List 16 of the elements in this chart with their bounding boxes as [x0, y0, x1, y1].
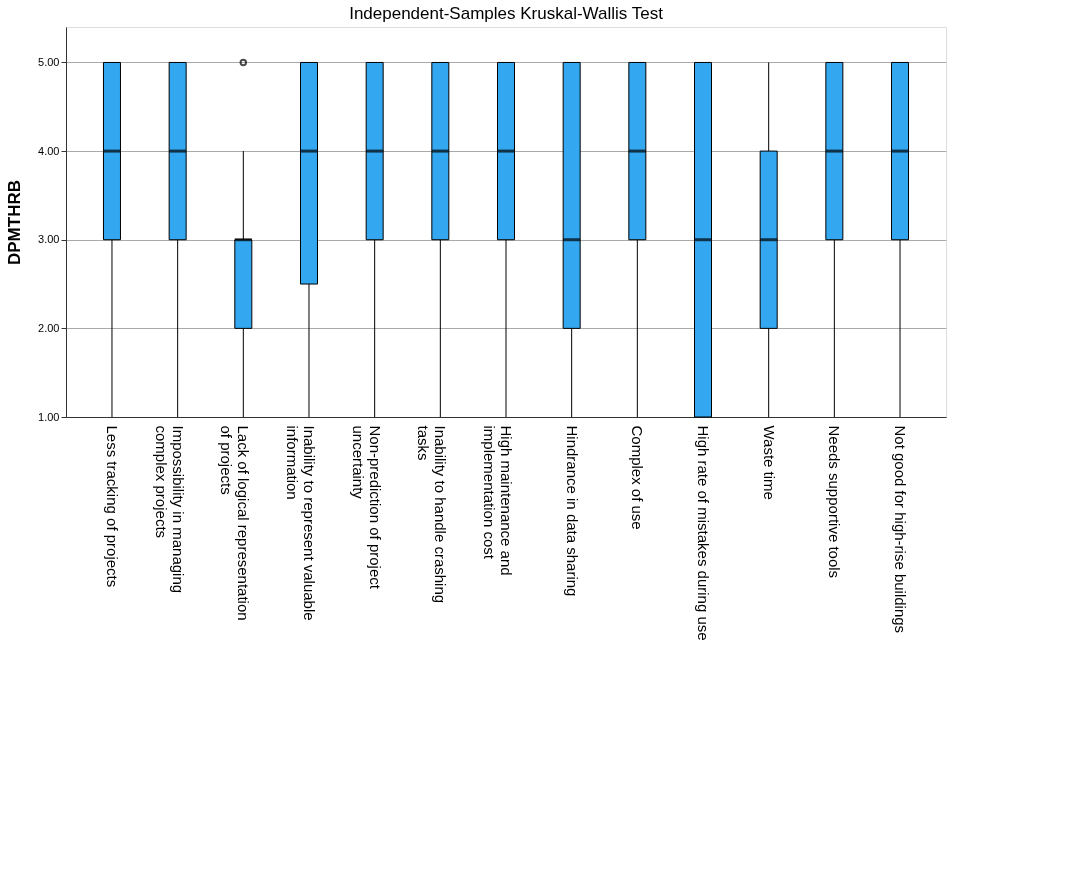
y-axis-title: DPMTHRB [5, 180, 25, 265]
y-tick-label: 4.00 [38, 144, 60, 157]
x-tick-label: Complex of use [629, 425, 647, 530]
chart-title: Independent-Samples Kruskal-Wallis Test [349, 4, 664, 23]
y-tick-label: 5.00 [38, 55, 60, 68]
x-tick-label: High rate of mistakes during use [695, 425, 713, 641]
x-tick-label: Waste time [760, 425, 778, 500]
x-tick-label: Less tracking of projects [103, 425, 121, 588]
y-tick-label: 2.00 [38, 321, 60, 334]
y-tick-label: 1.00 [38, 410, 60, 423]
x-tick-label: Hindrance in data sharing [563, 425, 581, 597]
x-tick-label: Needs supportive tools [826, 425, 844, 579]
x-tick-label: Not good for high-rise buildings [892, 425, 910, 634]
x-tick-label: Inability to handle crashing tasks [415, 425, 450, 604]
x-tick-label: Impossibility in managing complex projects [152, 425, 187, 594]
y-tick-label: 3.00 [38, 233, 60, 246]
